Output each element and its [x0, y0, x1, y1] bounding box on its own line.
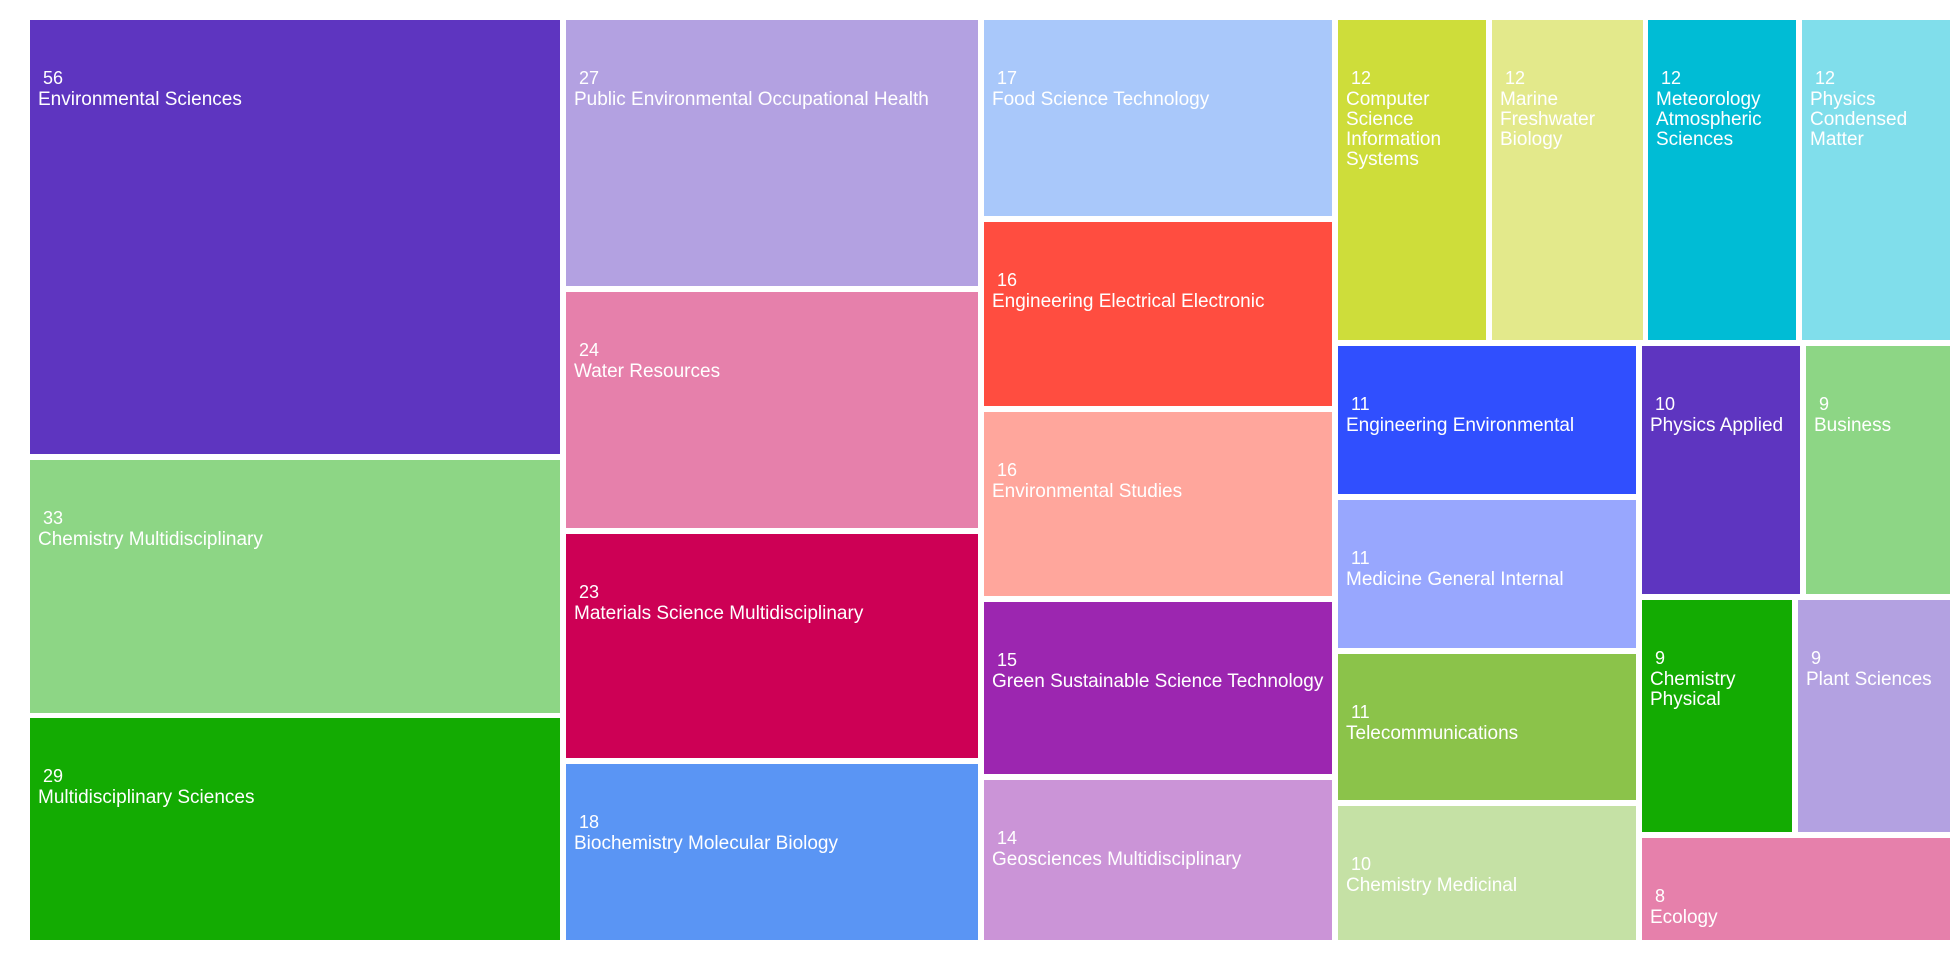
treemap-cell: 11 Telecommunications: [1338, 654, 1636, 800]
treemap-cell-value: 15: [997, 650, 1018, 670]
treemap-cell-label: Engineering Environmental: [1346, 415, 1575, 436]
treemap-cell: 56 Environmental Sciences: [30, 20, 560, 454]
treemap-cell-label: Medicine General Internal: [1346, 569, 1564, 590]
treemap-cell-label: Biochemistry Molecular Biology: [574, 833, 838, 854]
treemap-cell: 29 Multidisciplinary Sciences: [30, 718, 560, 940]
treemap-cell-label: Plant Sciences: [1806, 669, 1932, 690]
treemap-cell-value: 11: [1351, 394, 1370, 414]
treemap-cell: 12 Physics Condensed Matter: [1802, 20, 1950, 340]
treemap-cell: 11 Engineering Environmental: [1338, 346, 1636, 494]
treemap-cell-value: 12: [1351, 68, 1372, 88]
treemap-cell-label: Chemistry Multidisciplinary: [38, 529, 263, 550]
treemap-cell-value: 56: [43, 68, 64, 88]
treemap-cell: 9 Plant Sciences: [1798, 600, 1950, 832]
treemap-cell: 23 Materials Science Multidisciplinary: [566, 534, 978, 758]
treemap-cell: 9 Business: [1806, 346, 1950, 594]
treemap-cell-label: Engineering Electrical Electronic: [992, 291, 1265, 312]
treemap-cell-label: Business: [1814, 415, 1892, 436]
treemap-cell: 11 Medicine General Internal: [1338, 500, 1636, 648]
treemap-cell-label: Multidisciplinary Sciences: [38, 787, 255, 808]
treemap-cell-value: 17: [997, 68, 1018, 88]
treemap-cell-value: 8: [1655, 886, 1666, 906]
treemap-cell-value: 10: [1655, 394, 1676, 414]
treemap-cell-value: 11: [1351, 548, 1370, 568]
treemap-cell: 24 Water Resources: [566, 292, 978, 528]
treemap-cell: 33 Chemistry Multidisciplinary: [30, 460, 560, 713]
treemap-cell: 10 Physics Applied: [1642, 346, 1800, 594]
treemap-cell-value: 16: [997, 460, 1018, 480]
treemap-cell-value: 16: [997, 270, 1018, 290]
treemap-cell: 15 Green Sustainable Science Technology: [984, 602, 1332, 774]
treemap-cell: 18 Biochemistry Molecular Biology: [566, 764, 978, 940]
treemap-cell-label: Geosciences Multidisciplinary: [992, 849, 1242, 870]
treemap-cell-label: Marine Freshwater Biology: [1500, 89, 1596, 150]
treemap-cell-value: 12: [1661, 68, 1682, 88]
treemap-cell-value: 9: [1811, 648, 1822, 668]
treemap-cell-label: Meteorology Atmospheric Sciences: [1656, 89, 1762, 150]
treemap-cell-value: 12: [1505, 68, 1526, 88]
treemap-cell-label: Environmental Sciences: [38, 89, 242, 110]
treemap-cell-label: Physics Condensed Matter: [1810, 89, 1908, 150]
treemap-cell-label: Chemistry Medicinal: [1346, 875, 1518, 896]
treemap-cell-label: Materials Science Multidisciplinary: [574, 603, 864, 624]
treemap-cell-label: Computer Science Information Systems: [1346, 89, 1442, 170]
treemap-cell-value: 23: [579, 582, 600, 602]
treemap-cell: 12 Meteorology Atmospheric Sciences: [1648, 20, 1796, 340]
treemap-cell-label: Environmental Studies: [992, 481, 1183, 502]
treemap-cell-value: 10: [1351, 854, 1372, 874]
treemap-cell-value: 24: [579, 340, 600, 360]
treemap-cell: 27 Public Environmental Occupational Heal…: [566, 20, 978, 286]
treemap-cell-value: 12: [1815, 68, 1836, 88]
treemap-cell: 8 Ecology: [1642, 838, 1950, 940]
treemap-cell: 17 Food Science Technology: [984, 20, 1332, 216]
treemap-cell: 16 Engineering Electrical Electronic: [984, 222, 1332, 406]
treemap-cell-label: Physics Applied: [1650, 415, 1784, 436]
treemap-cell-value: 29: [43, 766, 64, 786]
treemap-cell: 16 Environmental Studies: [984, 412, 1332, 596]
treemap-cell-label: Green Sustainable Science Technology: [992, 671, 1324, 692]
treemap-cell-label: Ecology: [1650, 907, 1718, 928]
treemap-cell-label: Chemistry Physical: [1650, 669, 1736, 710]
treemap-cell-label: Food Science Technology: [992, 89, 1210, 110]
treemap-cell: 10 Chemistry Medicinal: [1338, 806, 1636, 940]
treemap-cell-value: 9: [1819, 394, 1830, 414]
treemap-cell-value: 33: [43, 508, 64, 528]
treemap-cell: 14 Geosciences Multidisciplinary: [984, 780, 1332, 940]
treemap-cell: 9 Chemistry Physical: [1642, 600, 1792, 832]
treemap-cell-value: 14: [997, 828, 1018, 848]
treemap-cell-value: 27: [579, 68, 600, 88]
treemap-cell-label: Public Environmental Occupational Health: [574, 89, 929, 110]
treemap-cell-value: 18: [579, 812, 600, 832]
treemap-cell-label: Telecommunications: [1346, 723, 1519, 744]
treemap-cell-value: 9: [1655, 648, 1666, 668]
treemap-cell-label: Water Resources: [574, 361, 721, 382]
treemap-cell-value: 11: [1351, 702, 1370, 722]
treemap-cell: 12 Computer Science Information Systems: [1338, 20, 1486, 340]
treemap-cell: 12 Marine Freshwater Biology: [1492, 20, 1643, 340]
